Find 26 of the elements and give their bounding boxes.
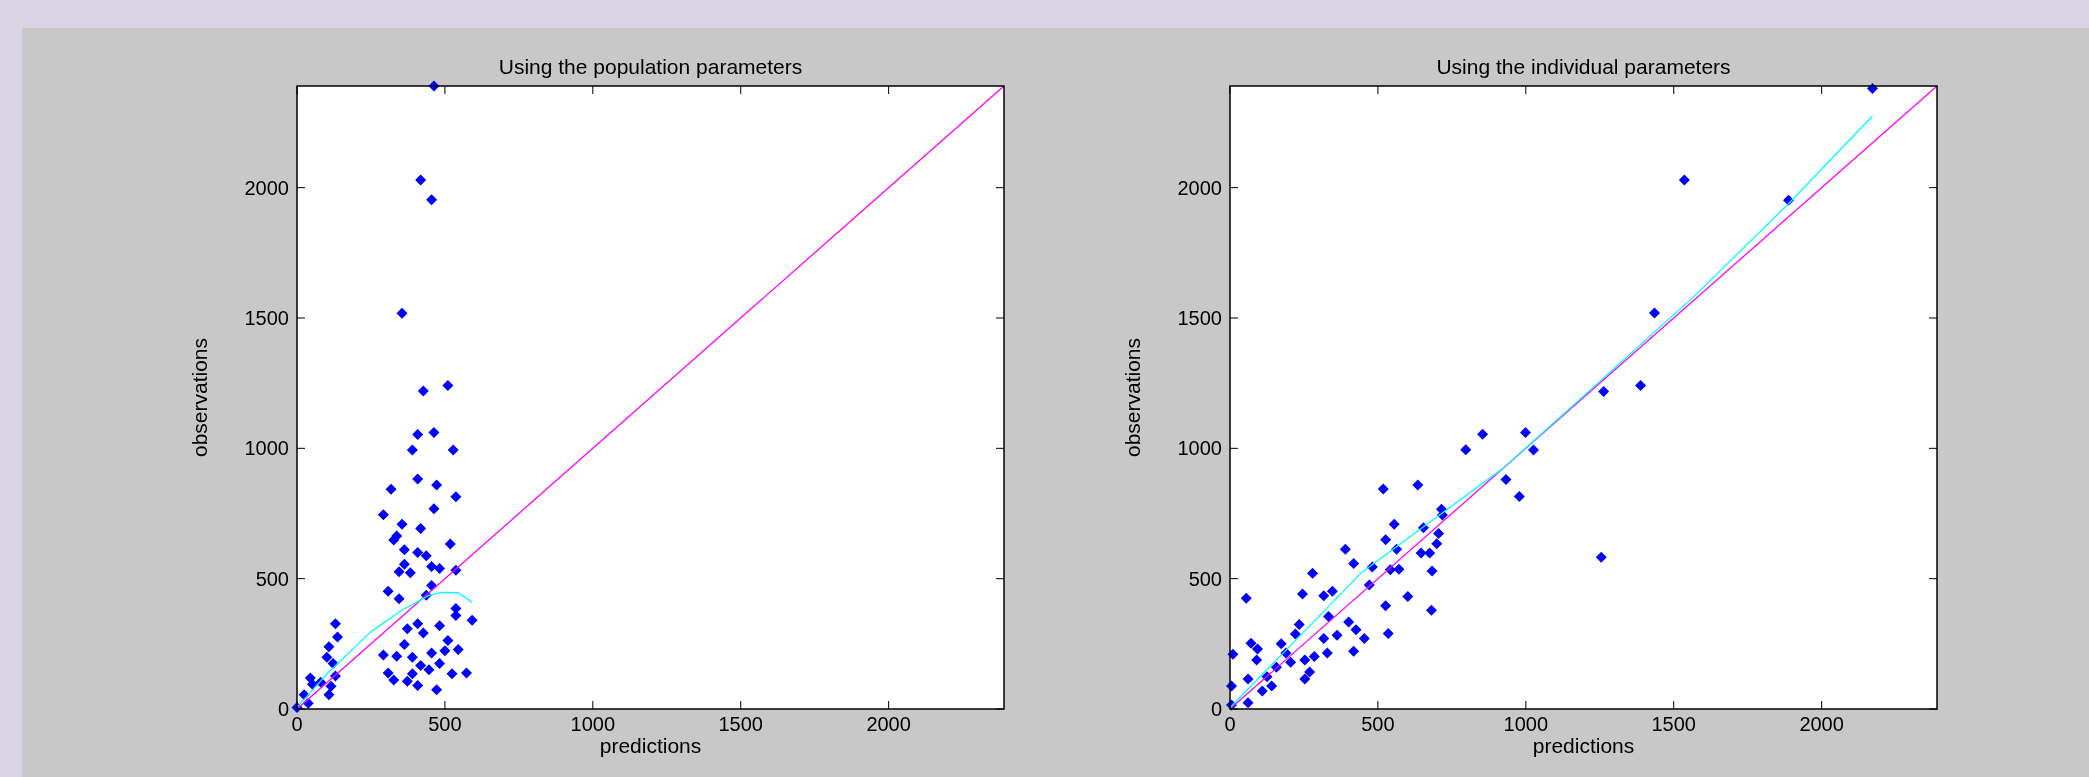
x-tick-label: 500 [428,713,462,735]
x-tick-label: 2000 [866,713,911,735]
y-tick-label: 1500 [1177,307,1222,329]
x-tick-label: 0 [1224,713,1236,735]
x-axis-title: predictions [599,734,702,757]
y-tick-label: 1500 [244,307,289,329]
y-tick-label: 500 [1188,567,1222,590]
x-tick-label: 1500 [718,713,763,735]
y-tick-label: 500 [255,567,289,590]
y-tick-label: 1000 [244,437,289,460]
x-tick-label: 500 [1361,713,1395,735]
x-axis-title: predictions [1532,734,1635,757]
y-tick-label: 2000 [1177,176,1222,199]
x-tick-label: 2000 [1799,713,1844,735]
y-tick-label: 2000 [244,176,289,199]
x-tick-label: 0 [291,713,303,735]
y-axis-title: observations [188,337,211,458]
y-tick-label: 0 [1210,698,1222,720]
y-tick-label: 0 [277,698,289,720]
x-tick-label: 1500 [1651,713,1696,735]
x-tick-label: 1000 [1503,713,1549,735]
y-axis-title: observations [1121,337,1144,458]
chart-title: Using the individual parameters [1436,55,1731,78]
chart-title: Using the population parameters [498,55,803,78]
y-tick-label: 1000 [1177,437,1222,460]
x-tick-label: 1000 [570,713,616,735]
